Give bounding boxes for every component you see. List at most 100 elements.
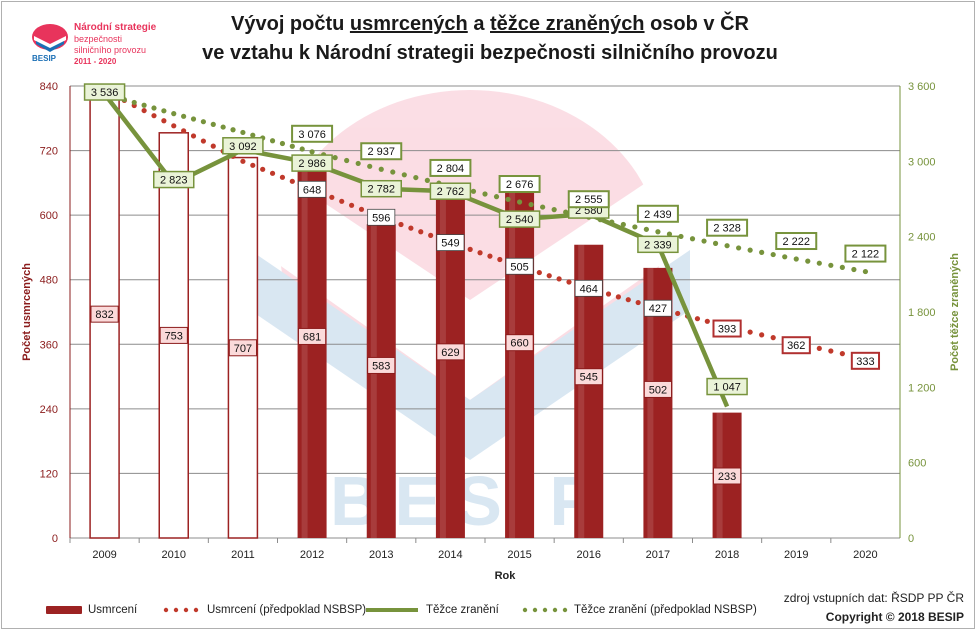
x-axis-label: Rok [495, 570, 517, 582]
bar-value-label-box [159, 326, 188, 344]
bar-value-label: 660 [505, 334, 534, 352]
injured-value-label-box [153, 170, 195, 189]
deaths-forecast-dot [358, 206, 365, 212]
deaths-forecast-dot [759, 332, 765, 338]
legend-item-deaths-forecast: Usmrcení (předpoklad NSBSP) [163, 604, 366, 616]
bar [505, 182, 535, 538]
left-tick-label: 120 [40, 468, 58, 480]
injured-forecast-dot [230, 127, 236, 133]
bar-value-label-box [643, 380, 673, 398]
deaths-forecast-dot [171, 123, 177, 129]
bar-value-label-box [574, 368, 603, 386]
deaths-forecast-dot [428, 232, 434, 238]
bar-value-label-text: 707 [234, 343, 252, 355]
injured-forecast-dot [736, 245, 742, 251]
deaths-forecast-dot [269, 170, 276, 176]
injured-forecast-label-text: 2 804 [437, 163, 465, 175]
left-tick-label: 240 [40, 404, 58, 416]
injured-forecast-label: 2 937 [360, 142, 403, 161]
injured-forecast-dot [620, 221, 626, 228]
injured-value-label: 2 339 [637, 235, 679, 254]
bar-value-label-box [712, 467, 742, 485]
x-tick-label: 2016 [577, 549, 601, 561]
injured-value-label: 2 823 [153, 170, 195, 189]
deaths-forecast-dot [161, 118, 167, 124]
bar-value-label-text: 832 [95, 309, 113, 321]
deaths-forecast-label-text: 333 [856, 356, 874, 368]
injured-forecast-dot [839, 264, 845, 270]
deaths-forecast-label-text: 362 [787, 340, 805, 352]
right-tick-label: 1 200 [908, 382, 936, 394]
injured-forecast-label-box [775, 232, 818, 251]
injured-forecast-dot [279, 140, 286, 147]
deaths-forecast-label: 362 [781, 336, 811, 355]
bar-value-label: 629 [436, 343, 465, 361]
injured-forecast-dot [643, 226, 649, 232]
left-tick-label: 840 [40, 81, 58, 93]
legend-swatch-bar [46, 605, 82, 614]
x-tick-label: 2020 [853, 549, 877, 561]
deaths-forecast-dot [418, 229, 424, 235]
injured-forecast-label-box [291, 124, 334, 143]
injured-forecast-label-text: 2 122 [852, 249, 880, 261]
injured-forecast-label-box [636, 204, 679, 223]
x-tick-label: 2019 [784, 549, 808, 561]
deaths-forecast-dot [279, 174, 286, 180]
bar-value-label-text: 233 [718, 471, 736, 483]
deaths-forecast-label: 393 [712, 319, 742, 338]
injured-forecast-dot [828, 262, 834, 268]
bar-value-label: 707 [228, 339, 258, 357]
deaths-forecast-label-text: 427 [649, 303, 667, 315]
x-tick-label: 2010 [162, 549, 186, 561]
deaths-forecast-dot [477, 250, 483, 256]
injured-forecast-dot [131, 99, 137, 106]
deaths-forecast-label-box [505, 257, 534, 275]
right-tick-label: 0 [908, 533, 914, 545]
logo-line-3: silničního provozu [74, 45, 147, 55]
logo-brand: BESIP [32, 54, 57, 63]
chart-title-line-2: ve vztahu k Národní strategii bezpečnost… [202, 42, 778, 64]
deaths-forecast-dot [467, 246, 473, 252]
deaths-forecast-label-text: 648 [303, 184, 321, 196]
deaths-forecast-dot [747, 329, 753, 335]
injured-forecast-dot [309, 149, 315, 155]
deaths-forecast-dot [828, 348, 834, 354]
injured-value-label: 2 762 [429, 182, 472, 200]
deaths-forecast-label-box [643, 299, 672, 317]
injured-forecast-dot [470, 188, 477, 194]
left-tick-label: 480 [40, 275, 58, 287]
deaths-forecast-label: 596 [367, 208, 396, 226]
injured-value-label-text: 1 047 [713, 382, 741, 394]
injured-value-label-text: 2 986 [298, 158, 326, 170]
injured-forecast-dot [240, 129, 246, 136]
injured-forecast-dot [689, 236, 696, 242]
injured-forecast-dot [401, 172, 407, 178]
injured-forecast-dot [528, 201, 534, 208]
injured-forecast-dot [712, 240, 719, 246]
right-tick-label: 1 800 [908, 307, 936, 319]
injured-forecast-dot [551, 207, 557, 213]
logo-line-2: bezpečnosti [74, 34, 123, 44]
x-tick-label: 2011 [231, 549, 255, 561]
injured-forecast-dot [344, 157, 350, 164]
injured-value-label-box [706, 377, 748, 396]
copyright-note: Copyright © 2018 BESIP [825, 610, 964, 624]
deaths-forecast-dot [200, 138, 206, 144]
bar-value-label-text: 660 [510, 338, 528, 350]
x-tick-label: 2014 [438, 549, 462, 561]
deaths-forecast-dot [339, 198, 345, 204]
injured-value-label-text: 3 536 [91, 87, 119, 99]
injured-forecast-dot [269, 138, 276, 144]
injured-forecast-label: 3 076 [291, 124, 334, 143]
left-tick-label: 360 [40, 339, 58, 351]
deaths-forecast-label-box [367, 208, 396, 226]
injured-forecast-label-box [706, 218, 749, 237]
injured-forecast-dot [862, 268, 869, 275]
injured-forecast-dot [210, 121, 216, 127]
legend-item-deaths: Usmrcení [46, 604, 137, 616]
legend-swatch-green-line [366, 607, 418, 612]
injured-forecast-dot [200, 119, 206, 125]
bar-value-label-text: 545 [580, 372, 598, 384]
bar-highlight [578, 244, 585, 538]
chart-title-line-1: Vývoj počtu usmrcených a těžce zraněných… [231, 13, 749, 35]
